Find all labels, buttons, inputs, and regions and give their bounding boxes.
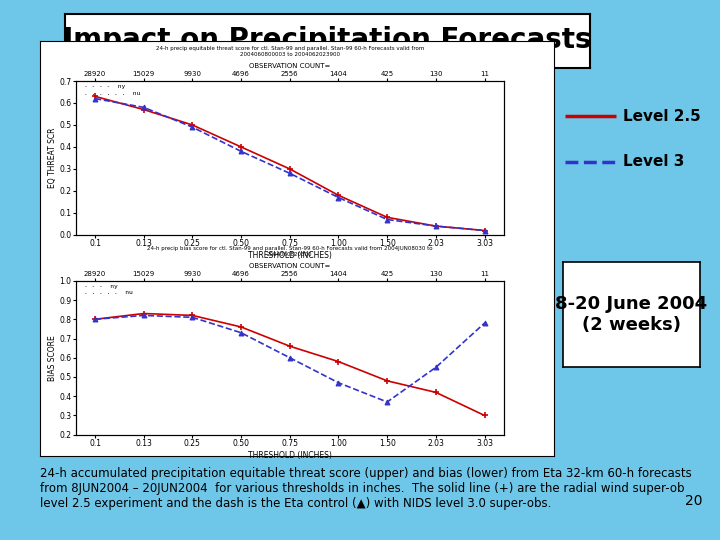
Text: - - -  ny
. . . . .  nu: - - - ny . . . . . nu bbox=[84, 284, 133, 295]
X-axis label: OBSERVATION COUNT=: OBSERVATION COUNT= bbox=[249, 263, 330, 269]
Text: Level 2.5: Level 2.5 bbox=[623, 109, 701, 124]
Title: 24-h precip bias score for ctl. Stan-99 and parallel. Stan-99 60-h Forecasts val: 24-h precip bias score for ctl. Stan-99 … bbox=[147, 246, 433, 257]
X-axis label: THRESHOLD (INCHES): THRESHOLD (INCHES) bbox=[248, 451, 332, 460]
Text: - - - -  ny
. . . . . .  nu: - - - - ny . . . . . . nu bbox=[84, 84, 140, 96]
Text: Level 3: Level 3 bbox=[623, 154, 684, 170]
Text: 8-20 June 2004
(2 weeks): 8-20 June 2004 (2 weeks) bbox=[555, 295, 708, 334]
Y-axis label: BIAS SCORE: BIAS SCORE bbox=[48, 335, 57, 381]
X-axis label: OBSERVATION COUNT=: OBSERVATION COUNT= bbox=[249, 63, 330, 69]
Text: 20: 20 bbox=[685, 494, 702, 508]
X-axis label: THRESHOLD (INCHES): THRESHOLD (INCHES) bbox=[248, 251, 332, 260]
Y-axis label: EQ THREAT SCR: EQ THREAT SCR bbox=[48, 127, 57, 188]
Text: 24-h accumulated precipitation equitable threat score (upper) and bias (lower) f: 24-h accumulated precipitation equitable… bbox=[40, 467, 691, 510]
Title: 24-h precip equitable threat score for ctl. Stan-99 and parallel. Stan-99 60-h F: 24-h precip equitable threat score for c… bbox=[156, 46, 424, 57]
Text: Impact on Precipitation Forecasts: Impact on Precipitation Forecasts bbox=[63, 26, 592, 55]
